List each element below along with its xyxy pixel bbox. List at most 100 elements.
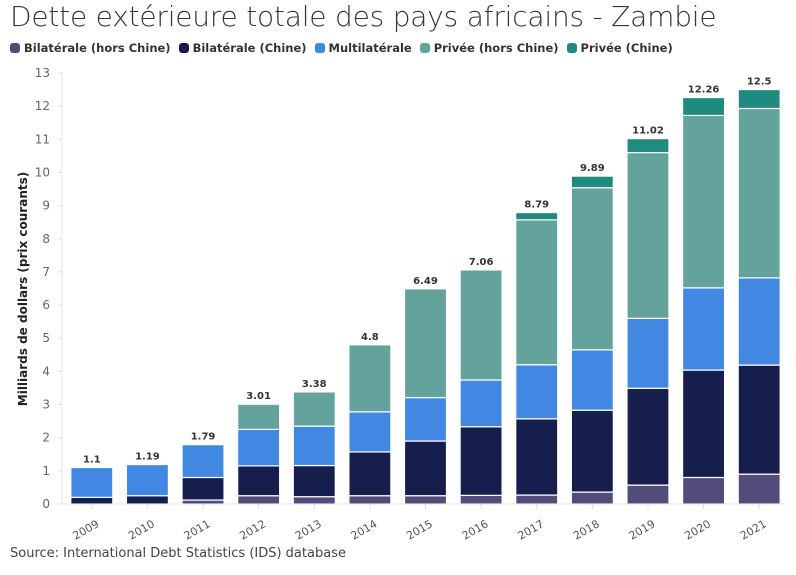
bar-segment-2014-s2[interactable] — [348, 411, 392, 453]
bar-segment-2009-s2[interactable] — [70, 466, 114, 498]
x-tick-label: 2014 — [349, 517, 380, 542]
legend-swatch — [566, 43, 577, 53]
bar-stack-2016 — [459, 269, 503, 505]
x-tick-label: 2016 — [460, 517, 491, 542]
bar-segment-2015-s0[interactable] — [403, 495, 448, 505]
bar-segment-2018-s1[interactable] — [570, 409, 614, 493]
bar-segment-2015-s2[interactable] — [403, 396, 448, 442]
x-tick-label: 2018 — [571, 517, 602, 542]
bar-segment-2020-s1[interactable] — [681, 369, 726, 479]
bar-stack-2019 — [626, 138, 670, 505]
total-label-2010: 1.19 — [135, 452, 160, 463]
bar-segment-2017-s4[interactable] — [515, 211, 559, 221]
bar-segment-2015-s1[interactable] — [403, 440, 448, 497]
bar-segment-2016-s0[interactable] — [459, 494, 503, 505]
legend-item-bilateral-non-china[interactable]: Bilatérale (hors Chine) — [10, 41, 171, 55]
bar-segment-2016-s2[interactable] — [459, 379, 503, 428]
y-tick-label: 3 — [42, 398, 50, 412]
legend-swatch — [178, 43, 189, 53]
y-tick-label: 1 — [42, 464, 50, 478]
bar-segment-2012-s1[interactable] — [237, 465, 281, 497]
y-axis-label: Milliards de dollars (prix courants) — [16, 172, 30, 406]
y-tick-label: 13 — [35, 66, 50, 80]
y-tick-label: 6 — [42, 298, 50, 312]
bar-segment-2011-s1[interactable] — [181, 476, 225, 501]
bar-segment-2019-s2[interactable] — [626, 317, 670, 389]
legend-swatch — [314, 43, 325, 53]
bar-segment-2009-s1[interactable] — [70, 496, 114, 505]
y-tick-label: 11 — [35, 132, 50, 146]
chart-title: Dette extérieure totale des pays africai… — [10, 0, 717, 33]
total-label-2017: 8.79 — [524, 200, 549, 211]
y-tick-label: 8 — [42, 232, 50, 246]
bar-segment-2015-s3[interactable] — [403, 288, 448, 399]
bar-stack-2012 — [237, 403, 281, 505]
bar-segment-2018-s2[interactable] — [570, 349, 614, 411]
bar-segment-2021-s0[interactable] — [737, 473, 781, 505]
bar-stack-2013 — [292, 391, 336, 505]
total-label-2016: 7.06 — [469, 257, 494, 268]
total-label-2021: 12.5 — [747, 77, 772, 88]
x-tick-label: 2012 — [237, 517, 268, 542]
legend-item-private-china[interactable]: Privée (Chine) — [566, 41, 673, 55]
bar-segment-2019-s3[interactable] — [626, 151, 670, 319]
bar-segment-2021-s4[interactable] — [737, 88, 781, 110]
bar-segment-2014-s0[interactable] — [348, 495, 392, 505]
legend-label: Privée (hors Chine) — [433, 41, 559, 55]
x-tick-label: 2011 — [182, 517, 213, 542]
bar-segment-2012-s2[interactable] — [237, 428, 281, 467]
bar-segment-2013-s1[interactable] — [292, 464, 336, 498]
bar-segment-2012-s0[interactable] — [237, 495, 281, 505]
bar-segment-2020-s0[interactable] — [681, 476, 726, 505]
bar-stack-2017 — [515, 211, 559, 505]
bar-segment-2021-s2[interactable] — [737, 277, 781, 366]
legend-swatch — [419, 43, 430, 53]
x-tick-label: 2009 — [71, 517, 102, 542]
bar-segment-2021-s3[interactable] — [737, 107, 781, 279]
bar-segment-2016-s1[interactable] — [459, 426, 503, 496]
bar-segment-2013-s2[interactable] — [292, 425, 336, 467]
bar-segment-2010-s1[interactable] — [125, 495, 170, 505]
bar-segment-2017-s3[interactable] — [515, 219, 559, 366]
bar-segment-2013-s3[interactable] — [292, 391, 336, 427]
x-tick-label: 2013 — [293, 517, 324, 542]
bar-segment-2018-s3[interactable] — [570, 187, 614, 351]
legend-item-multilateral[interactable]: Multilatérale — [314, 41, 412, 55]
bar-segment-2020-s2[interactable] — [681, 287, 726, 371]
bar-segment-2012-s3[interactable] — [237, 403, 281, 431]
bar-segment-2016-s3[interactable] — [459, 269, 503, 381]
legend-item-bilateral-china[interactable]: Bilatérale (Chine) — [178, 41, 307, 55]
bar-segment-2021-s1[interactable] — [737, 364, 781, 475]
bar-segment-2020-s4[interactable] — [681, 96, 726, 117]
bar-segment-2019-s0[interactable] — [626, 484, 670, 505]
total-label-2013: 3.38 — [302, 379, 327, 390]
bar-segment-2010-s2[interactable] — [125, 463, 170, 497]
legend-label: Multilatérale — [328, 41, 412, 55]
bar-segment-2013-s0[interactable] — [292, 496, 336, 505]
bar-segment-2014-s3[interactable] — [348, 344, 392, 413]
bar-segment-2014-s1[interactable] — [348, 451, 392, 497]
bar-segment-2017-s0[interactable] — [515, 494, 559, 505]
bar-segment-2020-s3[interactable] — [681, 114, 726, 289]
bar-stack-2020 — [681, 96, 726, 505]
bar-segment-2018-s0[interactable] — [570, 491, 614, 505]
legend-label: Privée (Chine) — [580, 41, 673, 55]
bar-segment-2011-s2[interactable] — [181, 444, 225, 479]
bar-segment-2017-s1[interactable] — [515, 418, 559, 496]
total-label-2011: 1.79 — [191, 432, 216, 443]
bar-stack-2015 — [403, 288, 448, 505]
legend-item-private-non-china[interactable]: Privée (hors Chine) — [419, 41, 559, 55]
total-label-2014: 4.8 — [361, 332, 379, 343]
bar-segment-2018-s4[interactable] — [570, 175, 614, 189]
bar-segment-2019-s1[interactable] — [626, 387, 670, 486]
y-tick-label: 10 — [35, 165, 50, 179]
bars: 1.1 1.19 1.79 3.01 3.38 4.8 6.49 7.06 8.79 9.89 11… — [70, 77, 781, 505]
bar-segment-2017-s2[interactable] — [515, 364, 559, 420]
source-note: Source: International Debt Statistics (I… — [10, 546, 346, 561]
legend-label: Bilatérale (Chine) — [192, 41, 307, 55]
bar-stack-2010 — [125, 463, 170, 505]
y-tick-label: 12 — [35, 99, 50, 113]
bar-segment-2019-s4[interactable] — [626, 138, 670, 154]
y-tick-label: 0 — [42, 497, 50, 511]
